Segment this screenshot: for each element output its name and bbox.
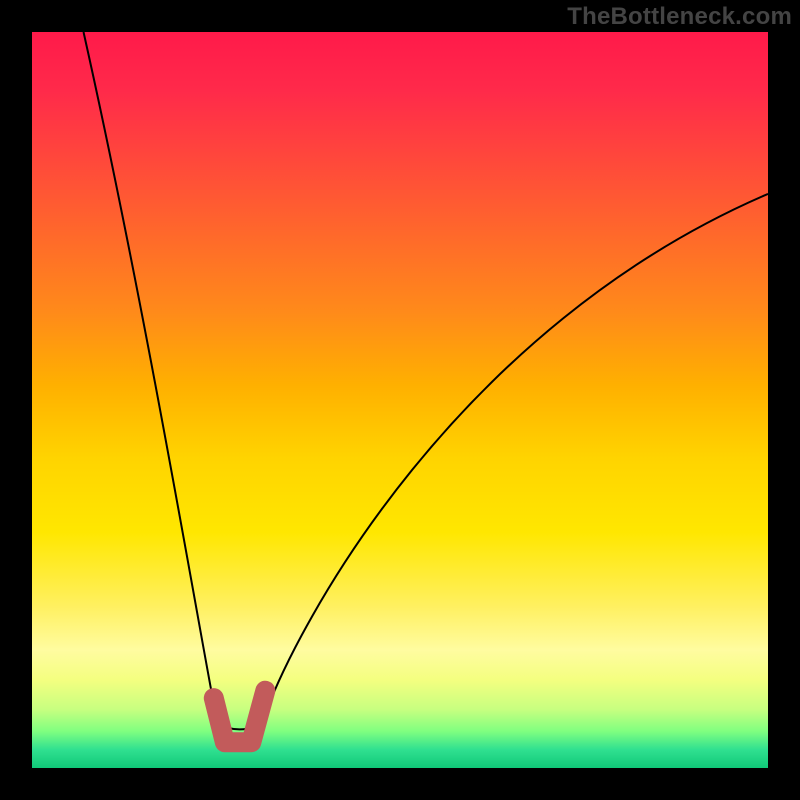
stage: TheBottleneck.com — [0, 0, 800, 800]
plot-svg — [32, 32, 768, 768]
plot-background — [32, 32, 768, 768]
watermark: TheBottleneck.com — [567, 3, 792, 31]
